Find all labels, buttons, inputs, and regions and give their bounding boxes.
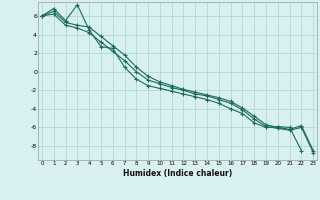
X-axis label: Humidex (Indice chaleur): Humidex (Indice chaleur) [123, 169, 232, 178]
